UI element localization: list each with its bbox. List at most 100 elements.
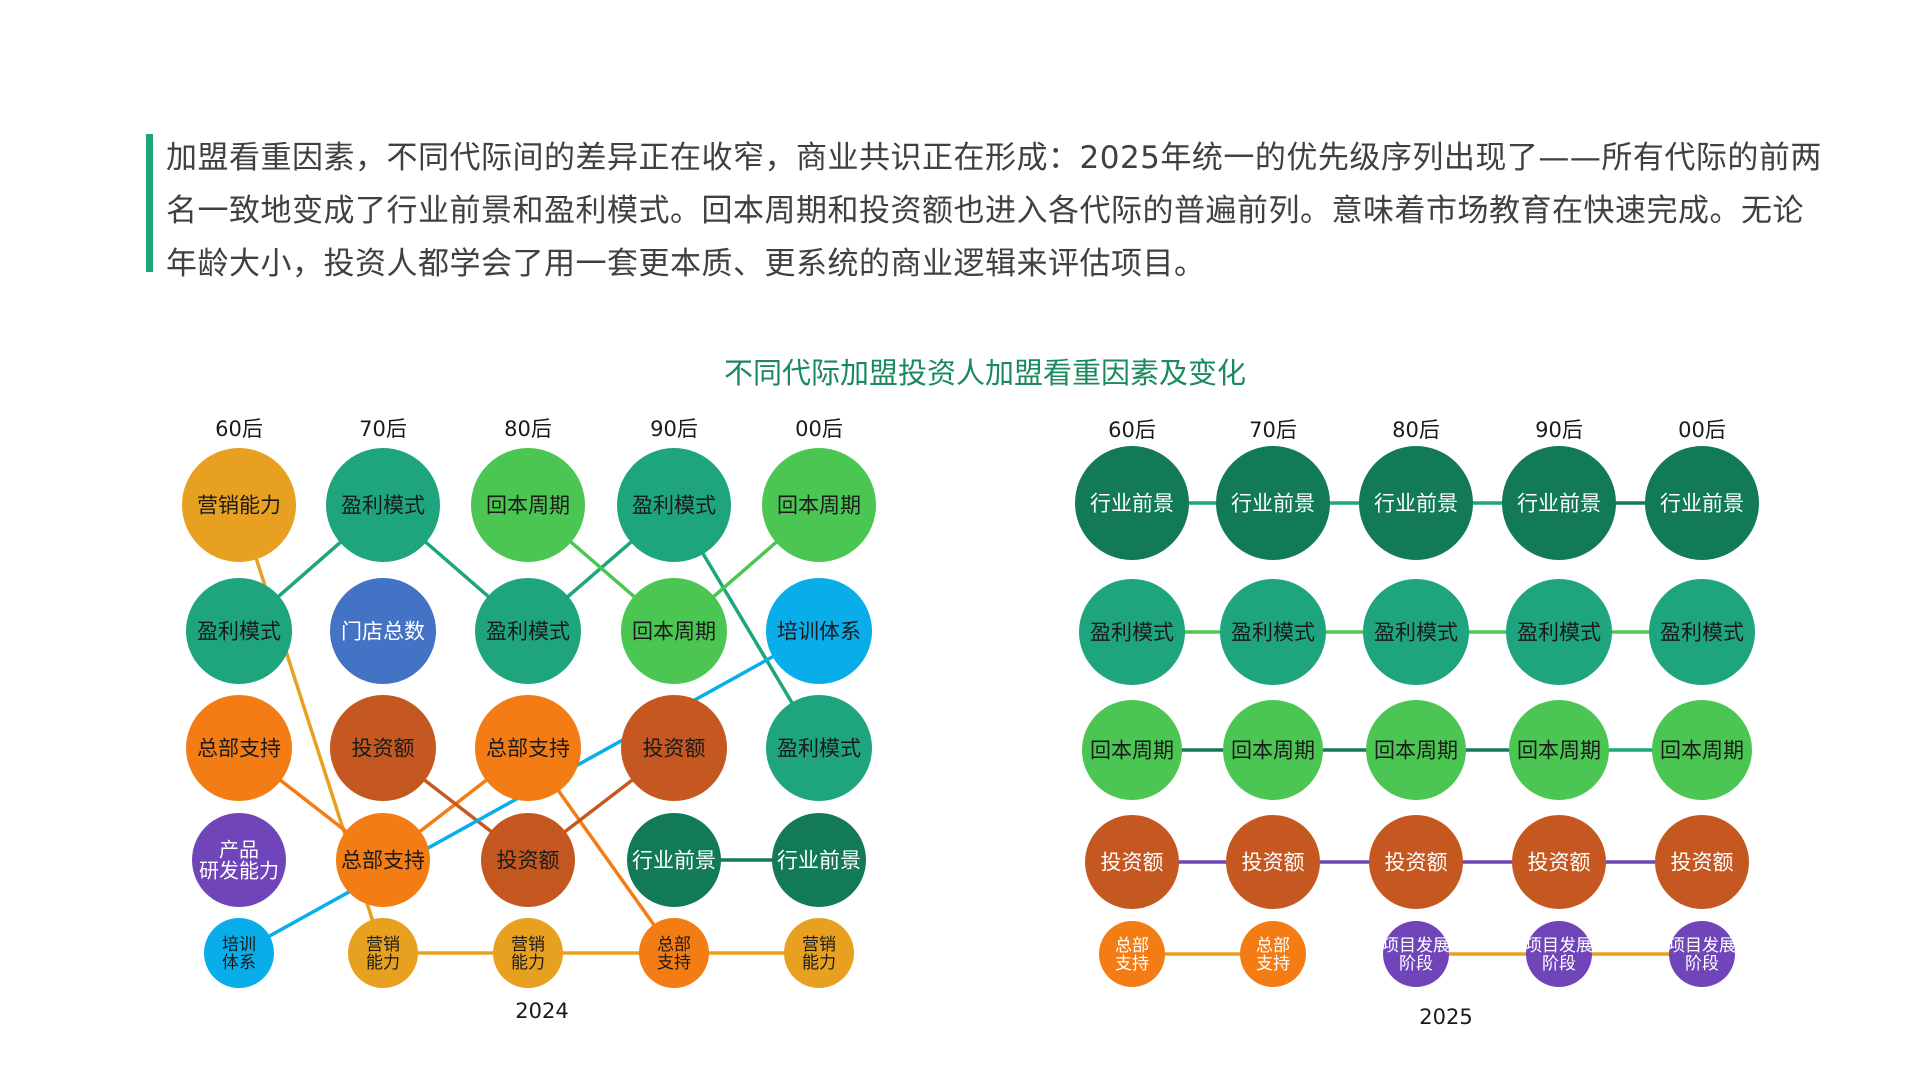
generation-label: 90后	[1535, 418, 1583, 442]
bubble-circle	[1383, 921, 1449, 987]
right-chart-generation-labels: 60后 70后 80后 90后 00后	[1108, 418, 1726, 442]
factor-bubble: 行业前景	[1359, 446, 1473, 560]
bubble-label: 回本周期	[1090, 739, 1174, 763]
bubble-label: 营销能力	[197, 494, 281, 518]
bubble-label: 投资额	[1242, 851, 1305, 875]
bubble-label: 盈利模式	[1517, 621, 1601, 645]
bubble-label: 项目发展	[1668, 936, 1736, 956]
bubble-circle	[1085, 815, 1179, 909]
bubble-label: 回本周期	[1374, 739, 1458, 763]
bubble-circle	[1220, 579, 1326, 685]
bubble-label: 门店总数	[341, 620, 425, 644]
bubble-circle	[204, 918, 274, 988]
bubble-label: 盈利模式	[1231, 621, 1315, 645]
bubble-circle	[182, 448, 296, 562]
factor-bubble: 总部支持	[475, 695, 581, 801]
bubble-circle	[766, 578, 872, 684]
bubble-circle	[1652, 700, 1752, 800]
bubble-circle	[762, 448, 876, 562]
bubble-label: 回本周期	[1660, 739, 1744, 763]
bubble-label: 行业前景	[777, 849, 861, 873]
factor-bubble: 行业前景	[772, 813, 866, 907]
bubble-circle	[475, 578, 581, 684]
bubble-circle	[186, 578, 292, 684]
generation-label: 60后	[215, 417, 263, 441]
factor-bubble: 盈利模式	[326, 448, 440, 562]
chart-title: 不同代际加盟投资人加盟看重因素及变化	[723, 356, 1246, 390]
bubble-label: 行业前景	[632, 849, 716, 873]
bubble-circle	[1502, 446, 1616, 560]
bubble-label: 行业前景	[1374, 492, 1458, 516]
intro-paragraph: 加盟看重因素，不同代际间的差异正在收窄，商业共识正在形成：2025年统一的优先级…	[166, 140, 1822, 282]
factor-bubble: 投资额	[1655, 815, 1749, 909]
bubble-circle	[493, 918, 563, 988]
right-chart-year-label: 2025	[1419, 1005, 1472, 1029]
bubble-circle	[1216, 446, 1330, 560]
factor-bubble: 回本周期	[471, 448, 585, 562]
factor-bubble: 盈利模式	[1220, 579, 1326, 685]
bubble-circle	[326, 448, 440, 562]
factor-bubble: 回本周期	[1509, 700, 1609, 800]
bubble-label: 行业前景	[1231, 492, 1315, 516]
bubble-label: 投资额	[1385, 851, 1448, 875]
bubble-label: 回本周期	[632, 620, 716, 644]
bubble-circle	[617, 448, 731, 562]
bubble-label: 总部	[1256, 936, 1290, 956]
factor-bubble: 回本周期	[1082, 700, 1182, 800]
bubble-circle	[330, 578, 436, 684]
bubble-circle	[186, 695, 292, 801]
generation-label: 70后	[1249, 418, 1297, 442]
generation-label: 60后	[1108, 418, 1156, 442]
bubble-circle	[1506, 579, 1612, 685]
bubble-circle	[1240, 921, 1306, 987]
factor-bubble: 行业前景	[627, 813, 721, 907]
generation-label: 00后	[795, 417, 843, 441]
bubble-circle	[1509, 700, 1609, 800]
factor-bubble: 盈利模式	[475, 578, 581, 684]
factor-bubble: 盈利模式	[766, 695, 872, 801]
bubble-circle	[481, 813, 575, 907]
factor-bubble: 投资额	[1369, 815, 1463, 909]
factor-bubble: 回本周期	[1652, 700, 1752, 800]
bubble-label: 支持	[1115, 954, 1149, 974]
factor-bubble: 投资额	[481, 813, 575, 907]
bubble-label: 产品	[219, 838, 259, 862]
bubble-label: 研发能力	[199, 859, 279, 883]
factor-bubble: 盈利模式	[1506, 579, 1612, 685]
factor-bubble: 盈利模式	[1363, 579, 1469, 685]
bubble-circle	[192, 813, 286, 907]
bubble-label: 总部	[657, 935, 691, 955]
factor-bubble: 盈利模式	[617, 448, 731, 562]
generation-label: 80后	[504, 417, 552, 441]
factor-bubble: 总部支持	[1240, 921, 1306, 987]
bubble-label: 培训	[222, 935, 256, 955]
bubble-label: 总部支持	[341, 849, 425, 873]
bubble-label: 盈利模式	[197, 620, 281, 644]
factor-bubble: 盈利模式	[1079, 579, 1185, 685]
bubble-label: 投资额	[352, 737, 415, 761]
generation-label: 00后	[1678, 418, 1726, 442]
bubble-circle	[627, 813, 721, 907]
bubble-label: 阶段	[1542, 954, 1576, 974]
bubble-label: 盈利模式	[777, 737, 861, 761]
factor-bubble: 回本周期	[1366, 700, 1466, 800]
bubble-label: 投资额	[497, 849, 560, 873]
factor-bubble: 投资额	[621, 695, 727, 801]
factor-bubble: 营销能力	[493, 918, 563, 988]
bubble-circle	[330, 695, 436, 801]
generation-label: 90后	[650, 417, 698, 441]
generation-label: 80后	[1392, 418, 1440, 442]
left-chart-generation-labels: 60后 70后 80后 90后 00后	[215, 417, 843, 441]
bubble-label: 项目发展	[1525, 936, 1593, 956]
bubble-circle	[766, 695, 872, 801]
bubble-label: 营销	[366, 935, 400, 955]
factor-bubble: 营销能力	[348, 918, 418, 988]
factor-bubble: 回本周期	[1223, 700, 1323, 800]
bubble-circle	[1082, 700, 1182, 800]
factor-bubble: 投资额	[1226, 815, 1320, 909]
bubble-label: 盈利模式	[341, 494, 425, 518]
